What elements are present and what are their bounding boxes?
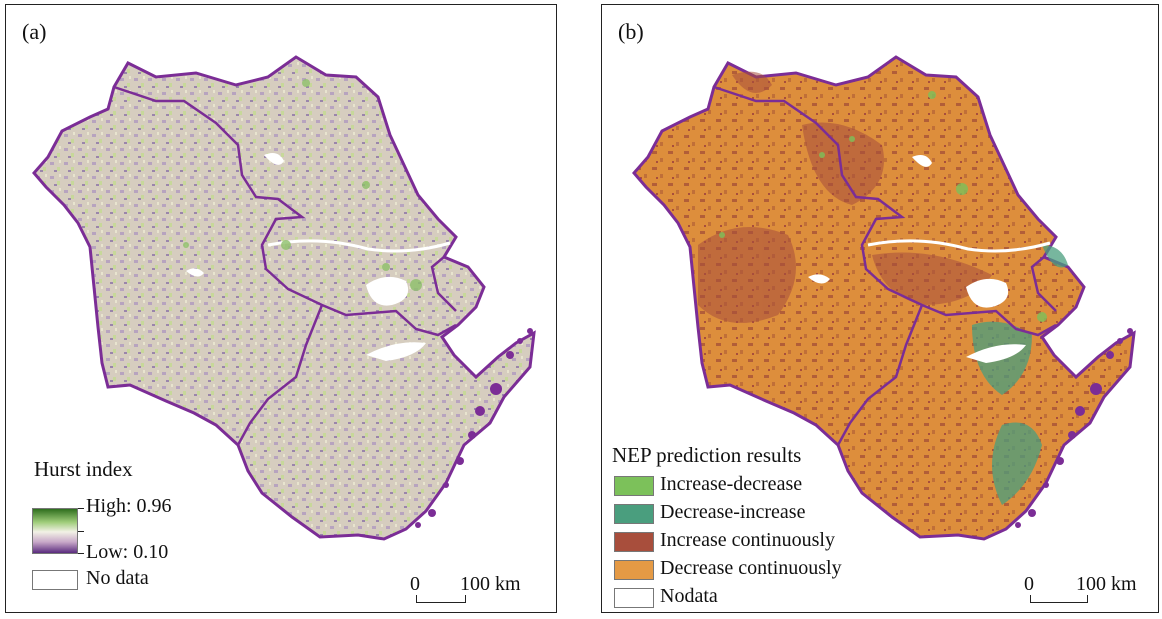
ramp-tick-mid xyxy=(78,531,84,532)
scale-zero-label: 0 xyxy=(1024,573,1034,595)
legend-low-label: Low: 0.10 xyxy=(86,541,169,563)
legend-title: NEP prediction results xyxy=(612,443,806,468)
nep-map xyxy=(632,55,1136,541)
panel-label: (b) xyxy=(618,19,644,44)
scale-distance-label: 100 km xyxy=(1076,573,1137,595)
class-label-decrease-increase: Decrease-increase xyxy=(660,501,806,524)
class-swatch-increase-decrease xyxy=(614,476,654,496)
panel-label: (a) xyxy=(22,19,47,44)
class-label-nodata: Nodata xyxy=(660,585,718,607)
ramp-tick-high xyxy=(78,508,84,509)
hurst-map xyxy=(32,55,536,541)
class-swatch-increase-continuously xyxy=(614,532,654,552)
legend-title: Hurst index xyxy=(34,457,133,481)
map-panel-nep: (b) NEP prediction results Increase-decr… xyxy=(601,4,1159,613)
ramp-tick-low xyxy=(78,553,84,554)
legend-high-label: High: 0.96 xyxy=(86,495,172,517)
nodata-swatch xyxy=(32,570,78,590)
class-swatch-nodata xyxy=(614,588,654,608)
scale-bar xyxy=(1030,595,1088,603)
legend-nodata-label: No data xyxy=(86,567,149,589)
class-swatch-decrease-increase xyxy=(614,504,654,524)
class-swatch-decrease-continuously xyxy=(614,560,654,580)
map-panel-hurst: (a) Hurst index High: 0.96 Low: 0.10 No … xyxy=(5,4,557,613)
class-label-increase-continuously: Increase continuously xyxy=(660,529,835,552)
hurst-color-ramp xyxy=(32,508,78,554)
scale-distance-label: 100 km xyxy=(460,573,521,595)
scale-zero-label: 0 xyxy=(410,573,420,595)
class-label-increase-decrease: Increase-decrease xyxy=(660,473,803,496)
class-label-decrease-continuously: Decrease continuously xyxy=(660,557,842,580)
scale-bar xyxy=(416,595,466,603)
